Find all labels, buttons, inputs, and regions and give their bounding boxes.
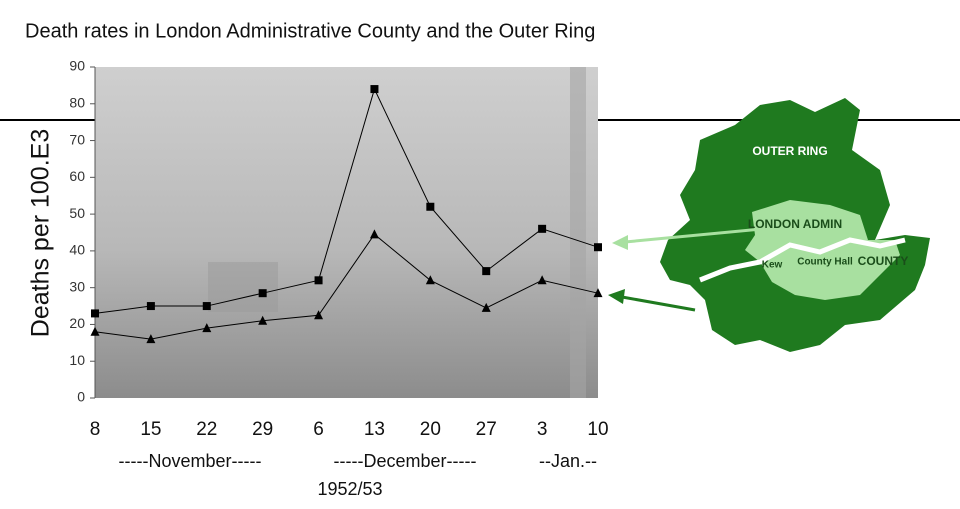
x-tick-label: 20 (420, 419, 441, 440)
plot-background (95, 67, 598, 398)
y-tick-label: 20 (69, 315, 85, 331)
y-tick-label: 70 (69, 131, 85, 147)
map-label: County Hall (797, 257, 853, 268)
data-point (146, 302, 155, 311)
x-tick-label: 15 (140, 419, 161, 440)
x-tick-label: 22 (196, 419, 217, 440)
data-point (538, 224, 547, 233)
data-point (369, 229, 379, 239)
data-point (258, 289, 267, 298)
arrow-head (608, 289, 625, 304)
data-point (202, 323, 212, 333)
y-tick-label: 0 (77, 389, 85, 405)
x-tick-label: 3 (537, 419, 548, 440)
data-point (146, 334, 156, 344)
data-point (593, 288, 603, 298)
y-tick-label: 60 (69, 168, 85, 184)
data-point (426, 202, 435, 211)
series-line (94, 87, 599, 314)
map-label: Kew (762, 260, 783, 271)
data-point (425, 275, 435, 285)
y-tick-label: 50 (69, 205, 85, 221)
month-label: --Jan.-- (539, 451, 597, 471)
series-line (94, 233, 599, 340)
data-point (202, 302, 211, 311)
y-tick-label: 10 (69, 352, 85, 368)
data-point (537, 275, 547, 285)
x-tick-label: 10 (587, 419, 608, 440)
chart-title: Death rates in London Administrative Cou… (25, 20, 595, 42)
arrow-head (612, 235, 628, 250)
data-point (314, 310, 324, 320)
y-tick-label: 30 (69, 278, 85, 294)
month-label: -----December----- (334, 451, 477, 471)
background-photo-pole (570, 67, 586, 398)
month-label: -----November----- (119, 451, 262, 471)
y-tick-label: 90 (69, 58, 85, 74)
data-point (370, 85, 379, 94)
x-tick-label: 13 (364, 419, 385, 440)
map: OUTER RING LONDON ADMIN Kew County Hall … (608, 98, 930, 352)
data-point (594, 243, 602, 252)
legend-entry: OUTER RING (752, 144, 827, 158)
data-point (91, 309, 99, 318)
data-point (90, 326, 100, 336)
x-tick-label: 27 (476, 419, 497, 440)
arrow-outer (621, 295, 696, 312)
data-point (481, 302, 491, 312)
background-photo-car (208, 262, 278, 312)
x-axis-label: 1952/53 (317, 479, 382, 499)
legend-entry: LONDON ADMIN (748, 217, 842, 231)
data-point (482, 267, 491, 276)
map-label: COUNTY (858, 254, 909, 268)
x-tick-label: 29 (252, 419, 273, 440)
arrow-london (624, 226, 773, 244)
river-thames (699, 237, 906, 283)
y-tick-label: 40 (69, 242, 85, 258)
data-point (314, 276, 323, 285)
data-point (258, 315, 268, 325)
x-tick-label: 8 (90, 419, 101, 440)
y-tick-label: 80 (69, 94, 85, 110)
y-axis-label: Deaths per 100.E3 (27, 129, 55, 337)
x-tick-label: 6 (313, 419, 324, 440)
